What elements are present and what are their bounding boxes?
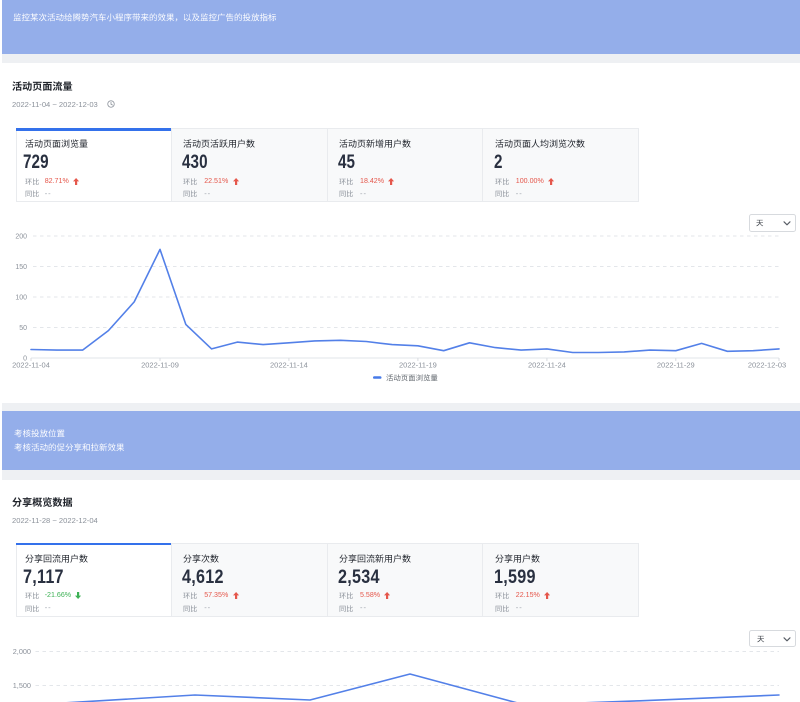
- svg-text:2022-11-19: 2022-11-19: [399, 361, 437, 370]
- svg-text:2022-11-04: 2022-11-04: [12, 361, 50, 370]
- svg-text:1,500: 1,500: [13, 681, 31, 690]
- svg-text:2,000: 2,000: [13, 647, 31, 656]
- svg-text:2022-11-24: 2022-11-24: [528, 361, 566, 370]
- svg-text:50: 50: [19, 325, 27, 332]
- svg-text:2022-11-14: 2022-11-14: [270, 361, 308, 370]
- svg-text:0: 0: [23, 356, 27, 363]
- svg-text:150: 150: [15, 264, 27, 271]
- svg-text:200: 200: [15, 234, 27, 241]
- svg-text:100: 100: [15, 295, 27, 302]
- svg-text:2022-12-03: 2022-12-03: [748, 361, 786, 370]
- svg-text:2022-11-29: 2022-11-29: [657, 361, 695, 370]
- svg-text:2022-11-09: 2022-11-09: [141, 361, 179, 370]
